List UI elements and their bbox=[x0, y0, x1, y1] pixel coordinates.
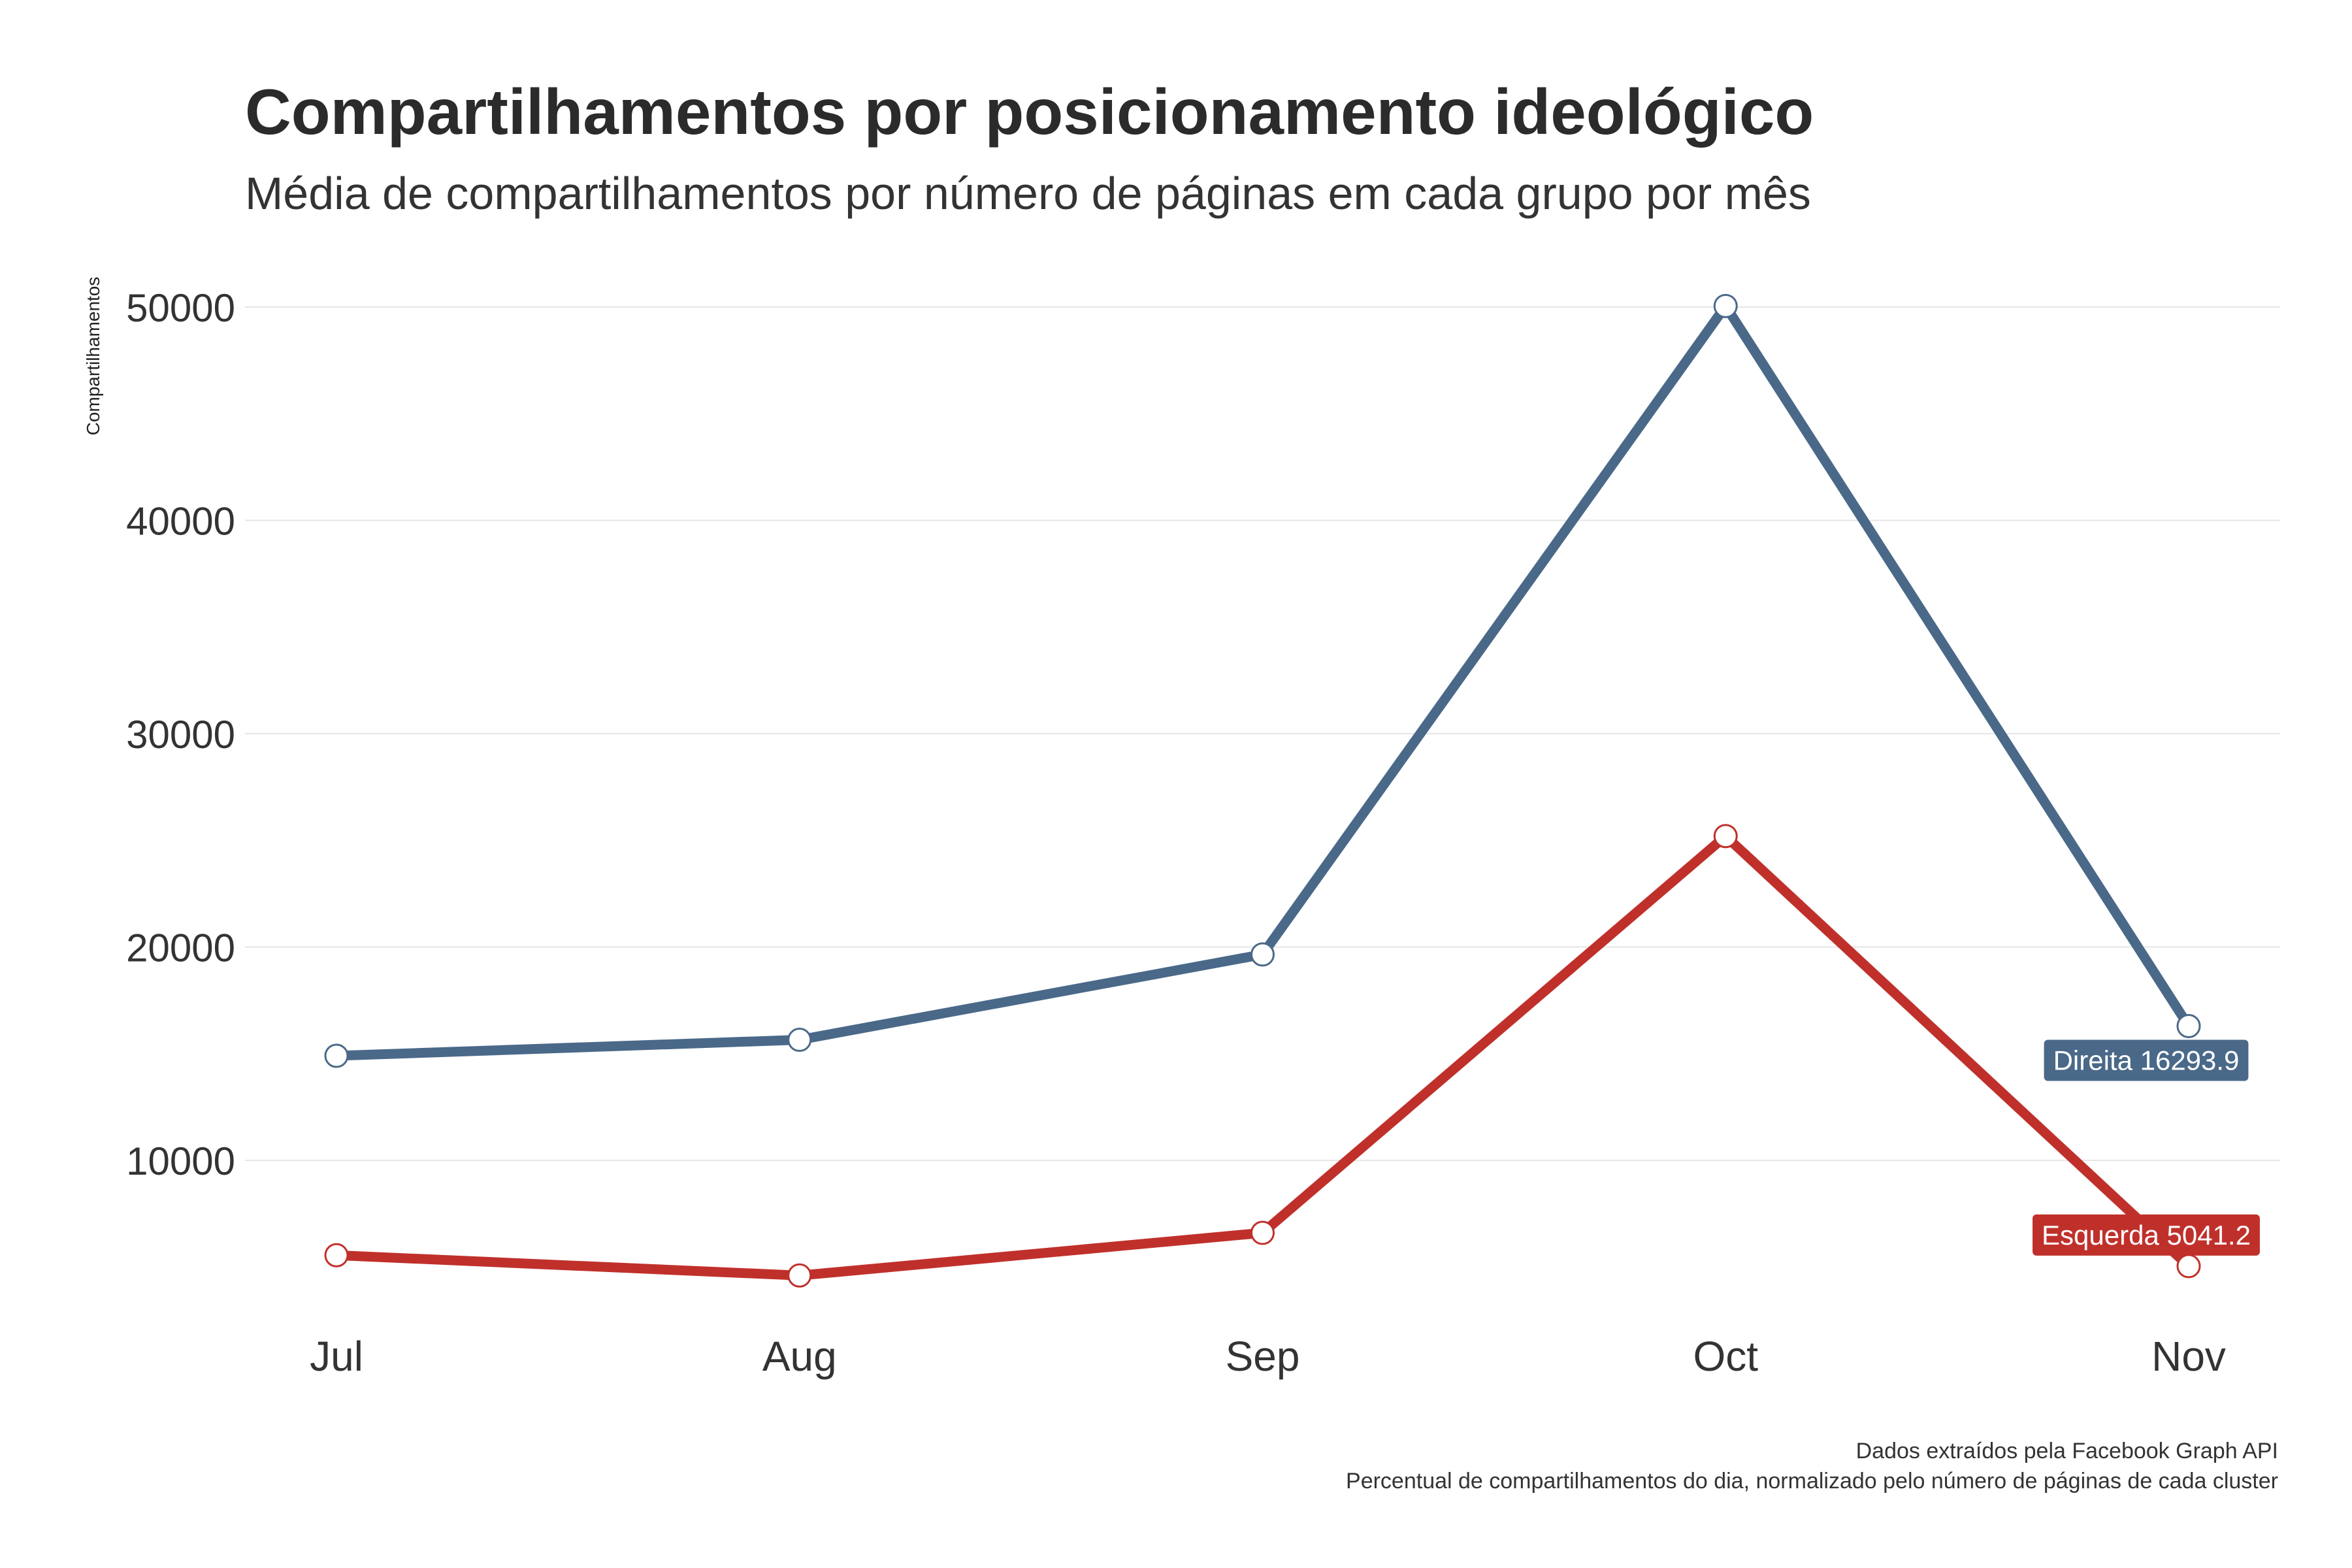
point-direita-sep bbox=[1250, 942, 1275, 967]
y-tick-20000: 20000 bbox=[126, 926, 235, 970]
point-esquerda-nov bbox=[2176, 1254, 2201, 1279]
y-tick-40000: 40000 bbox=[126, 500, 235, 544]
end-label-text-esquerda: Esquerda 5041.2 bbox=[2042, 1220, 2251, 1250]
x-tick-aug: Aug bbox=[762, 1333, 837, 1380]
y-tick-30000: 30000 bbox=[126, 713, 235, 757]
y-tick-labels: 10000 20000 30000 40000 50000 bbox=[126, 286, 235, 1183]
chart-subtitle: Média de compartilhamentos por número de… bbox=[245, 168, 1811, 219]
point-esquerda-jul bbox=[324, 1243, 349, 1267]
point-direita-jul bbox=[324, 1043, 349, 1068]
series-line-esquerda bbox=[336, 831, 2193, 1281]
x-tick-nov: Nov bbox=[2151, 1333, 2226, 1380]
caption-line-1: Dados extraídos pela Facebook Graph API bbox=[1856, 1439, 2278, 1463]
point-esquerda-oct bbox=[1713, 824, 1738, 849]
point-direita-aug bbox=[787, 1028, 812, 1053]
point-esquerda-aug bbox=[787, 1263, 812, 1288]
series-layer bbox=[324, 293, 2201, 1288]
point-esquerda-sep bbox=[1250, 1220, 1275, 1245]
x-tick-sep: Sep bbox=[1226, 1333, 1300, 1380]
end-label-bg-esquerda bbox=[2033, 1214, 2260, 1256]
point-direita-nov bbox=[2176, 1014, 2201, 1039]
caption-line-2: Percentual de compartilhamentos do dia, … bbox=[1346, 1469, 2278, 1494]
x-tick-jul: Jul bbox=[310, 1333, 363, 1380]
y-tick-50000: 50000 bbox=[126, 286, 235, 330]
x-tick-labels: Jul Aug Sep Oct Nov bbox=[310, 1333, 2226, 1380]
point-direita-oct bbox=[1713, 293, 1738, 318]
end-label-bg-direita bbox=[2044, 1039, 2249, 1081]
end-label-text-direita: Direita 16293.9 bbox=[2053, 1045, 2240, 1076]
end-label-direita: Direita 16293.9 bbox=[2044, 1039, 2249, 1081]
grid-layer bbox=[245, 306, 2280, 1161]
end-label-esquerda: Esquerda 5041.2 bbox=[2033, 1214, 2260, 1256]
chart-title: Compartilhamentos por posicionamento ide… bbox=[245, 76, 1814, 148]
y-tick-10000: 10000 bbox=[126, 1139, 235, 1183]
y-axis-label: Compartilhamentos bbox=[83, 277, 103, 436]
end-labels-layer: Direita 16293.9 Esquerda 5041.2 bbox=[2033, 1039, 2260, 1256]
x-tick-oct: Oct bbox=[1693, 1333, 1758, 1380]
